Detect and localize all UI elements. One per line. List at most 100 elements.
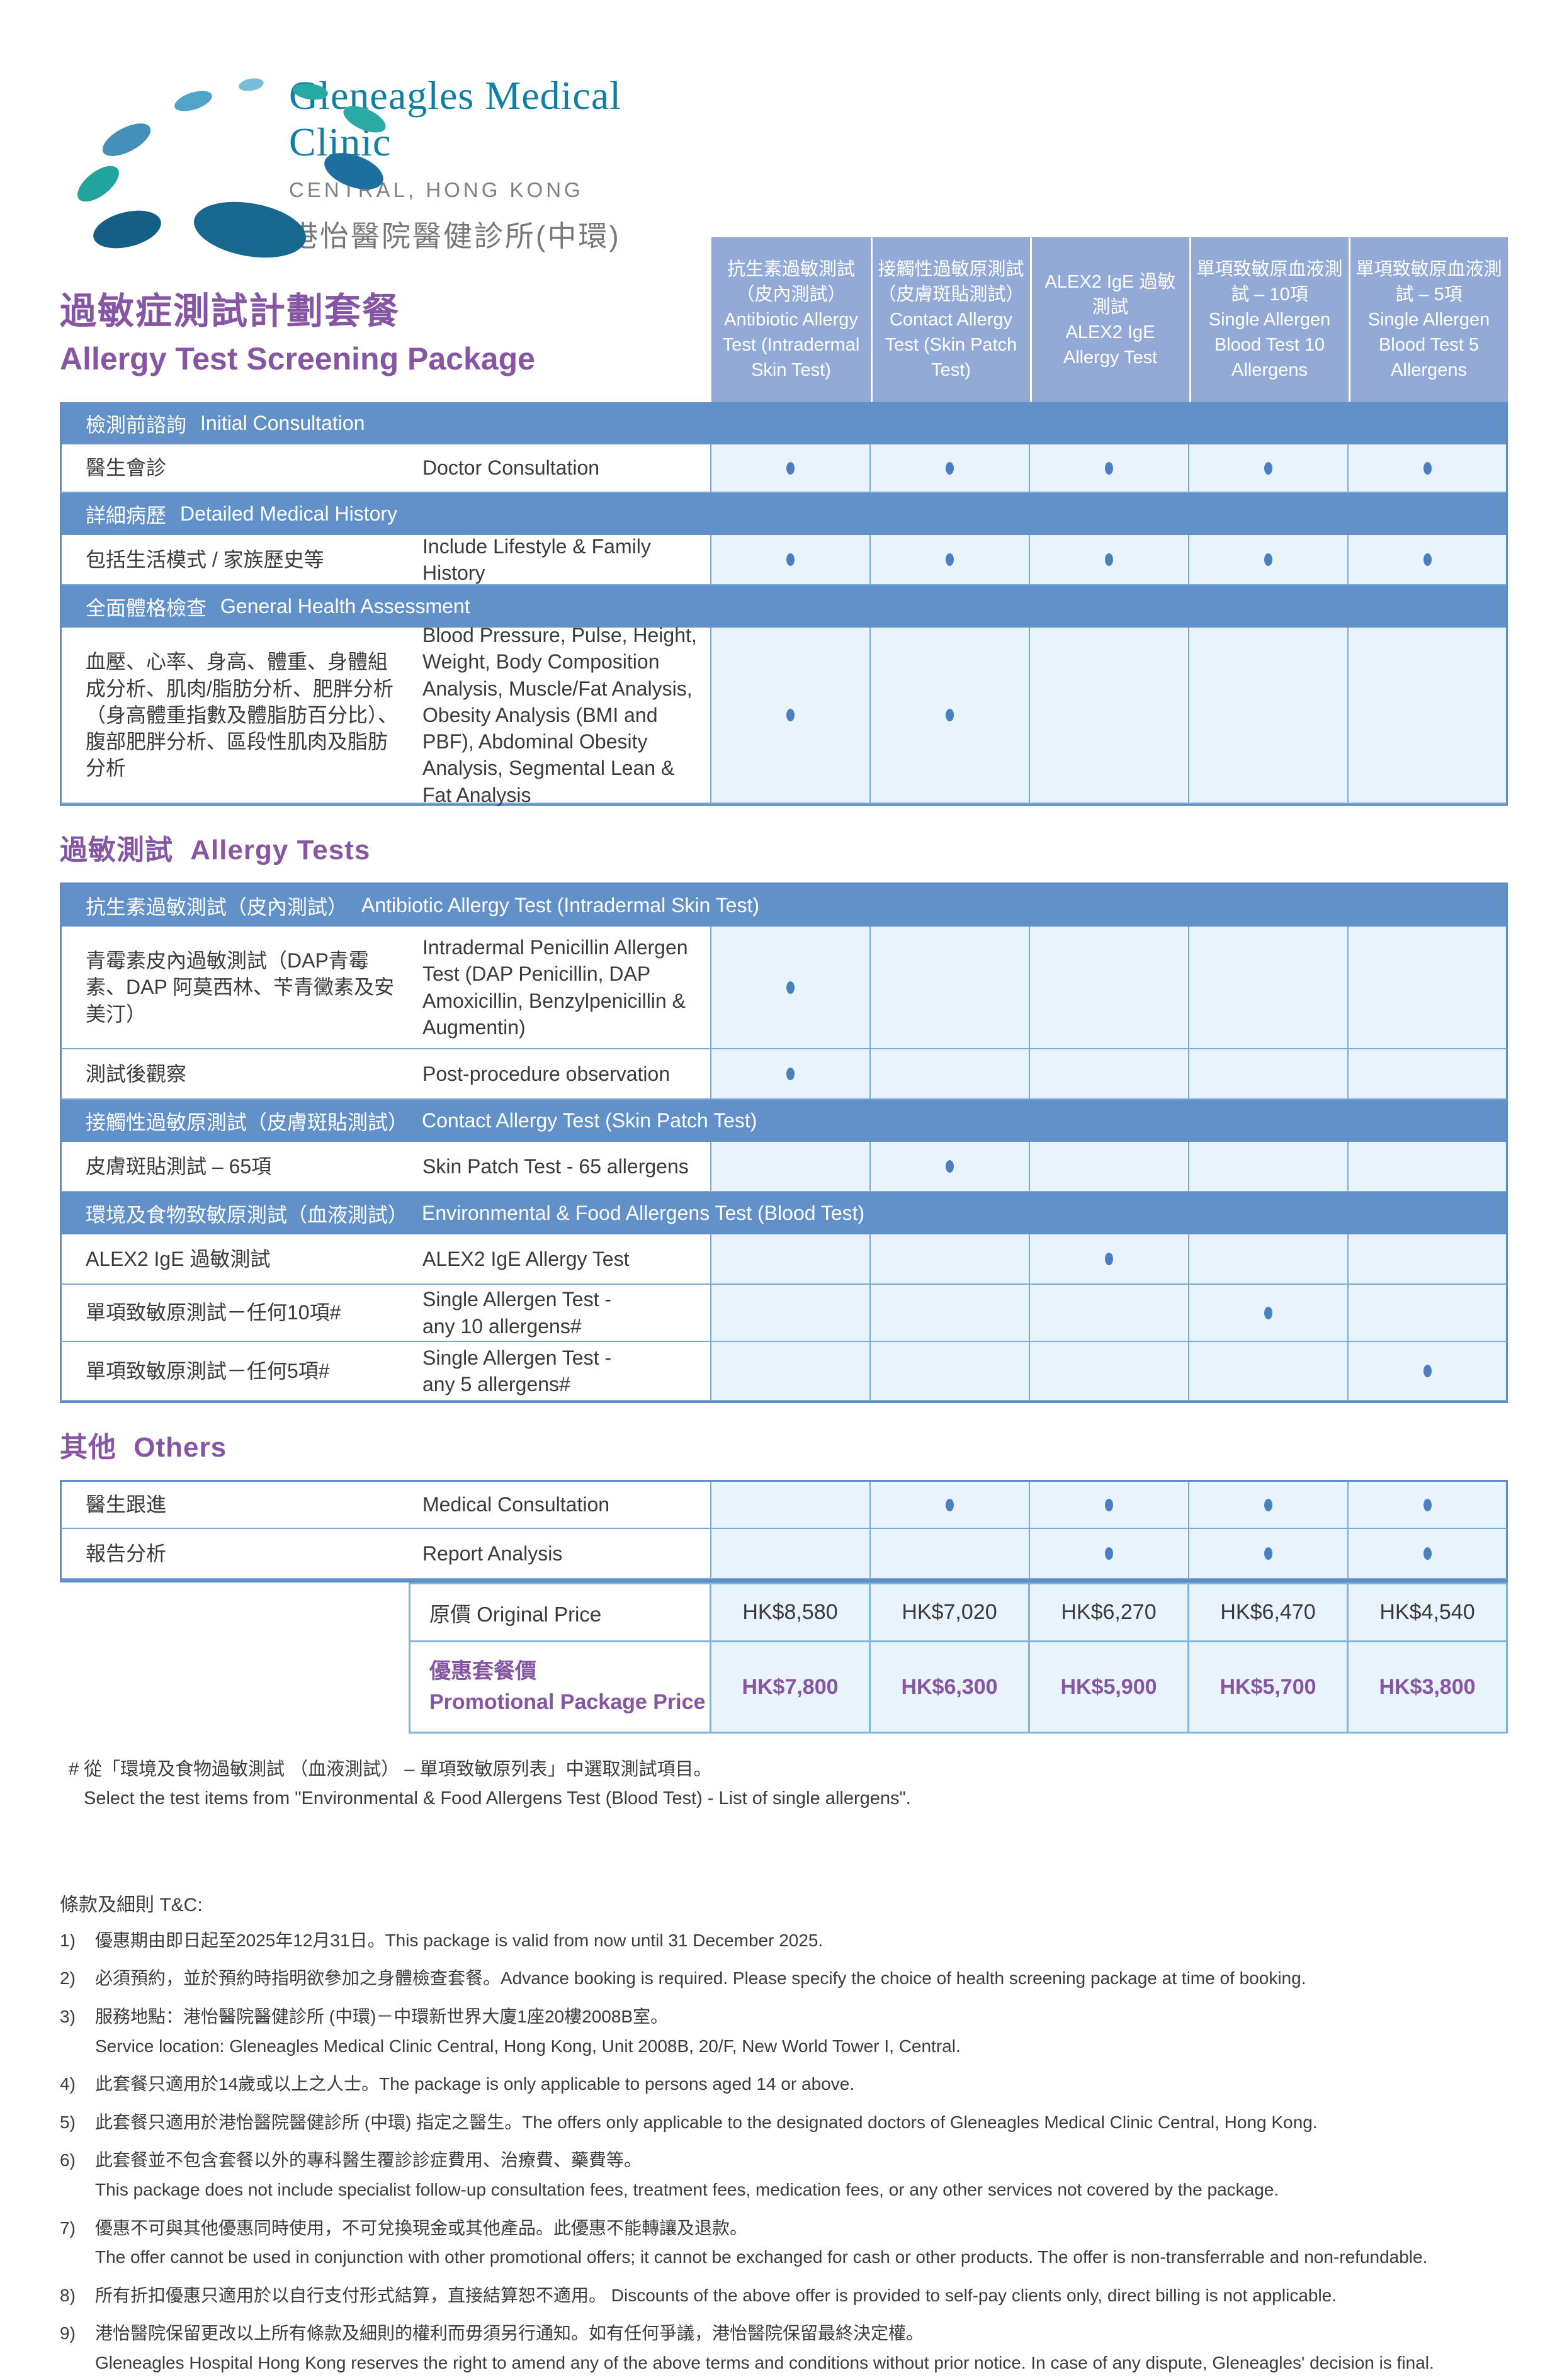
- row-label-zh: 單項致敏原測試－任何10項#: [86, 1301, 341, 1324]
- section-title-allergy-tests: 過敏測試 Allergy Tests: [60, 827, 1508, 867]
- band-label-en: Antibiotic Allergy Test (Intradermal Ski…: [361, 894, 759, 916]
- dot-cell: [1349, 628, 1508, 804]
- dot-cell: [711, 1482, 871, 1529]
- tnc-item-text: 此套餐並不包含套餐以外的專科醫生覆診診症費用、治療費、藥費等。: [95, 2150, 642, 2170]
- promo-price-label: 優惠套餐價 Promotional Package Price: [409, 1642, 711, 1734]
- logo-dot: [97, 116, 156, 163]
- dot-cell: [1030, 1285, 1189, 1342]
- price-label-zh: 原價: [429, 1602, 471, 1626]
- dot-cell: [1349, 535, 1508, 585]
- dot-cell: [711, 444, 871, 493]
- price-spacer: [60, 1642, 409, 1734]
- promo-price-value: HK$6,300: [871, 1642, 1030, 1734]
- tnc-item-text: 此套餐只適用於港怡醫院醫健診所 (中環) 指定之醫生。The offers on…: [95, 2112, 1318, 2132]
- tnc-heading: 條款及細則 T&C:: [60, 1894, 203, 1915]
- dot-cell: [1349, 1049, 1508, 1100]
- column-header-antibiotic: 抗生素過敏測試（皮內測試） Antibiotic Allergy Test (I…: [711, 237, 871, 402]
- dot-cell: [1189, 628, 1349, 804]
- row-label-zh: 青霉素皮內過敏測試（DAP青霉素、DAP 阿莫西林、苄青黴素及安美汀）: [86, 949, 395, 1025]
- included-dot: [1105, 461, 1113, 475]
- row-lifestyle-history: 包括生活模式 / 家族歷史等 Include Lifestyle & Famil…: [60, 535, 711, 585]
- dot-cell: [1189, 444, 1349, 493]
- column-header-zh: 接觸性過敏原測試（皮膚斑貼測試）: [878, 259, 1024, 305]
- tnc-item-number: 7): [60, 2218, 76, 2238]
- dot-cell: [1189, 927, 1349, 1049]
- dot-cell: [1030, 628, 1189, 804]
- row-single-allergen-5: 單項致敏原測試－任何5項# Single Allergen Test - any…: [60, 1342, 711, 1401]
- dot-cell: [1349, 1234, 1508, 1285]
- price-label-en: Original Price: [477, 1602, 602, 1626]
- included-dot: [946, 709, 954, 721]
- row-label-zh: 測試後觀察: [86, 1062, 187, 1085]
- included-dot: [946, 461, 954, 475]
- promo-price-value: HK$5,700: [1189, 1642, 1349, 1734]
- row-label-zh: 報告分析: [86, 1542, 167, 1565]
- tnc-item: 9) 港怡醫院保留更改以上所有條款及細則的權利而毋須另行通知。如有任何爭議，港怡…: [60, 2321, 1508, 2379]
- dot-cell: [871, 1529, 1030, 1579]
- row-label-en: Single Allergen Test - any 10 allergens#: [422, 1288, 612, 1338]
- tnc-item-text: 港怡醫院保留更改以上所有條款及細則的權利而毋須另行通知。如有任何爭議，港怡醫院保…: [95, 2323, 924, 2343]
- row-penicillin-test: 青霉素皮內過敏測試（DAP青霉素、DAP 阿莫西林、苄青黴素及安美汀） Intr…: [60, 927, 711, 1049]
- dot-cell: [1189, 1285, 1349, 1342]
- row-post-procedure-observation: 測試後觀察 Post-procedure observation: [60, 1049, 711, 1100]
- column-header-contact: 接觸性過敏原測試（皮膚斑貼測試） Contact Allergy Test (S…: [871, 237, 1030, 402]
- dot-cell: [1349, 1482, 1508, 1529]
- tnc-item: 7) 優惠不可與其他優惠同時使用，不可兌換現金或其他產品。此優惠不能轉讓及退款。…: [60, 2216, 1508, 2274]
- section-band-contact-test: 接觸性過敏原測試（皮膚斑貼測試） Contact Allergy Test (S…: [60, 1100, 1508, 1142]
- dot-cell: [711, 1049, 871, 1100]
- tnc-item-text: Service location: Gleneagles Medical Cli…: [95, 2036, 961, 2056]
- row-label-en: Blood Pressure, Pulse, Height, Weight, B…: [422, 624, 697, 806]
- tnc-item-text: This package does not include specialist…: [95, 2179, 1279, 2199]
- included-dot: [786, 1068, 795, 1080]
- dot-cell: [1349, 927, 1508, 1049]
- logo-dot: [71, 159, 125, 208]
- column-header-single5: 單項致敏原血液測試 – 5項 Single Allergen Blood Tes…: [1349, 237, 1508, 402]
- tnc-item-text: 優惠不可與其他優惠同時使用，不可兌換現金或其他產品。此優惠不能轉讓及退款。: [95, 2218, 748, 2238]
- dot-cell: [1030, 535, 1189, 585]
- dot-cell: [711, 535, 871, 585]
- price-table: 原價 Original Price HK$8,580 HK$7,020 HK$6…: [60, 1582, 1508, 1734]
- row-label-zh: 包括生活模式 / 家族歷史等: [86, 548, 324, 571]
- dot-cell: [1189, 535, 1349, 585]
- tnc-item-number: 1): [60, 1930, 76, 1950]
- tnc-item: 6) 此套餐並不包含套餐以外的專科醫生覆診診症費用、治療費、藥費等。 This …: [60, 2148, 1508, 2206]
- included-dot: [1105, 1547, 1113, 1560]
- dot-cell: [711, 1342, 871, 1401]
- column-header-en: Antibiotic Allergy Test (Intradermal Ski…: [722, 309, 860, 381]
- dot-cell: [1030, 1482, 1189, 1529]
- row-label-zh: 血壓、心率、身高、體重、身體組成分析、肌肉/脂肪分析、肥胖分析（身高體重指數及體…: [86, 650, 399, 780]
- included-dot: [1264, 1306, 1272, 1319]
- band-label-zh: 詳細病歷: [86, 504, 167, 527]
- original-price-value: HK$6,270: [1030, 1582, 1189, 1642]
- row-label-en: Include Lifestyle & Family History: [422, 534, 651, 584]
- row-label-zh: ALEX2 IgE 過敏測試: [86, 1247, 271, 1270]
- dot-cell: [1189, 1234, 1349, 1285]
- dot-cell: [1189, 1342, 1349, 1401]
- clinic-location: CENTRAL, HONG KONG: [289, 178, 584, 201]
- row-label-zh: 皮膚斑貼測試 – 65項: [86, 1154, 272, 1178]
- dot-cell: [871, 1234, 1030, 1285]
- promo-price-value: HK$5,900: [1030, 1642, 1189, 1734]
- dot-cell: [1349, 1285, 1508, 1342]
- column-header-zh: ALEX2 IgE 過敏測試: [1044, 271, 1176, 317]
- band-label-zh: 全面體格檢查: [86, 596, 207, 619]
- included-dot: [1105, 553, 1113, 566]
- dot-cell: [1030, 1142, 1189, 1192]
- band-label-en: Detailed Medical History: [180, 502, 398, 525]
- dot-cell: [1189, 1482, 1349, 1529]
- dot-cell: [1189, 1049, 1349, 1100]
- row-label-zh: 單項致敏原測試－任何5項#: [86, 1359, 330, 1382]
- tnc-item-text: 優惠期由即日起至2025年12月31日。This package is vali…: [95, 1930, 823, 1950]
- section-band-medical-history: 詳細病歷 Detailed Medical History: [60, 493, 1508, 535]
- band-label-zh: 環境及食物致敏原測試（血液測試）: [86, 1203, 409, 1226]
- dot-cell: [711, 628, 871, 804]
- original-price-value: HK$7,020: [871, 1582, 1030, 1642]
- original-price-value: HK$6,470: [1189, 1582, 1349, 1642]
- dot-cell: [711, 1142, 871, 1192]
- dot-cell: [871, 1342, 1030, 1401]
- page-title-zh: 過敏症測試計劃套餐: [60, 291, 400, 332]
- section-band-environmental-food-test: 環境及食物致敏原測試（血液測試） Environmental & Food Al…: [60, 1192, 1508, 1234]
- included-dot: [786, 981, 795, 994]
- tnc-item-text: The offer cannot be used in conjunction …: [95, 2247, 1428, 2267]
